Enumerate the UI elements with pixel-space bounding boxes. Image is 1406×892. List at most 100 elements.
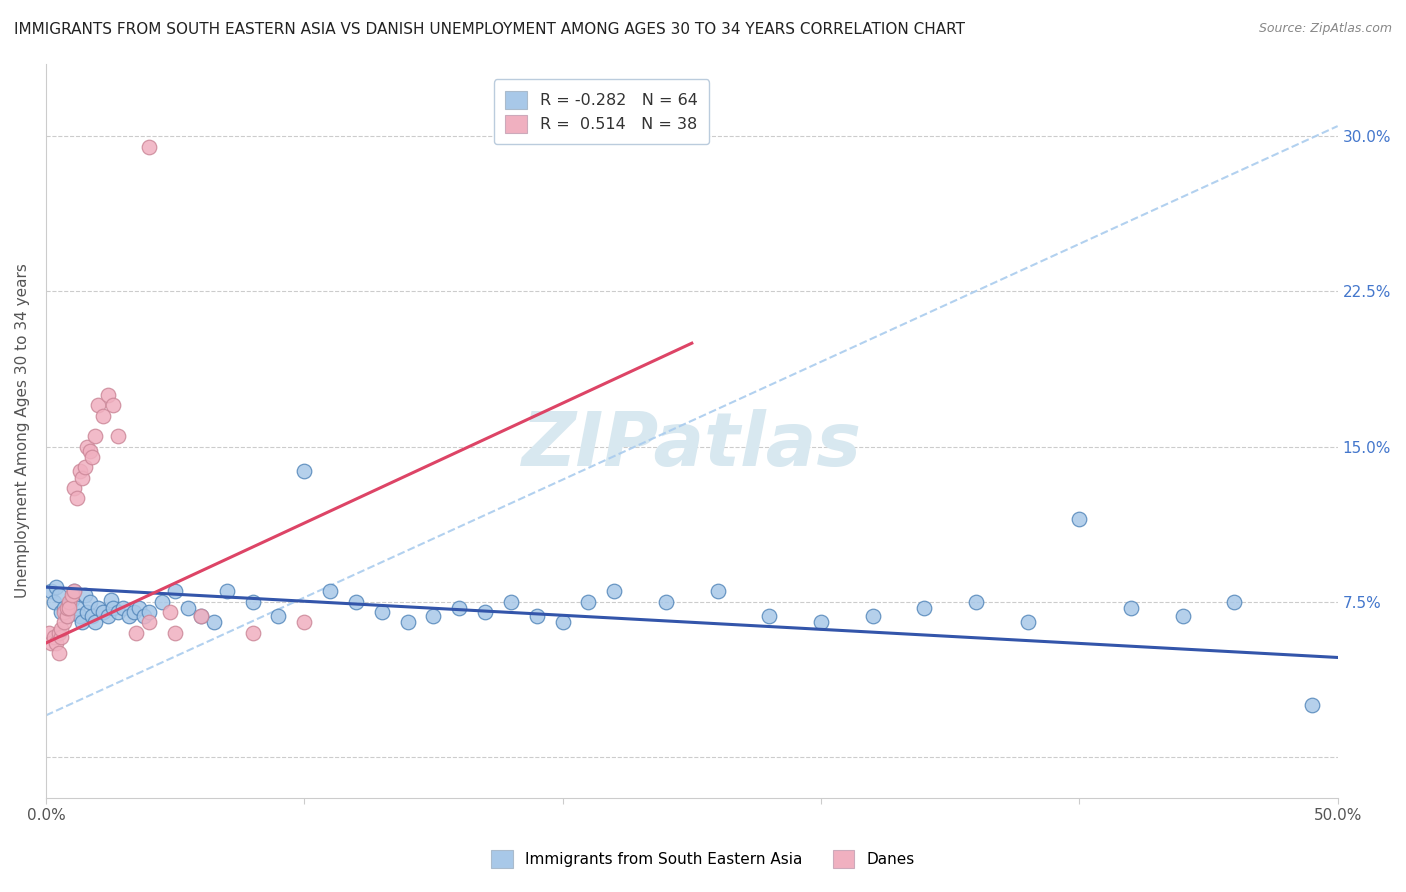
Point (165, 625, 187, 640)
Point (138, 140, 160, 154)
Point (150, 594, 173, 608)
Point (215, 584, 238, 599)
Point (39, 584, 62, 599)
Point (499, 594, 522, 608)
Point (53, 615, 76, 630)
Point (45, 580, 67, 594)
Point (125, 625, 148, 640)
Point (60, 592, 83, 607)
Point (55, 609, 77, 624)
Point (810, 615, 832, 630)
Point (1223, 594, 1246, 608)
Point (42, 594, 65, 608)
Point (107, 605, 129, 619)
Point (69, 609, 91, 624)
Point (48, 646, 70, 660)
Point (190, 609, 212, 624)
Point (84, 615, 107, 630)
Point (69, 464, 91, 478)
Point (344, 594, 367, 608)
Point (58, 600, 80, 615)
Point (965, 594, 987, 608)
Point (292, 615, 315, 630)
Point (55, 600, 77, 615)
Point (526, 609, 548, 624)
Point (84, 429, 107, 443)
Point (70, 470, 93, 484)
Point (82, 609, 104, 624)
Point (267, 609, 290, 624)
Point (202, 615, 225, 630)
Point (165, 584, 187, 599)
Point (100, 592, 122, 607)
Point (655, 594, 678, 608)
Point (1119, 600, 1142, 615)
Point (101, 398, 124, 412)
Point (706, 584, 728, 599)
Point (39, 636, 62, 650)
Point (138, 615, 160, 630)
Point (1301, 698, 1323, 712)
Legend: R = -0.282   N = 64, R =  0.514   N = 38: R = -0.282 N = 64, R = 0.514 N = 38 (494, 79, 709, 145)
Point (551, 615, 574, 630)
Point (58, 594, 80, 608)
Point (134, 609, 156, 624)
Point (97, 388, 120, 402)
Point (63, 584, 86, 599)
Point (70, 615, 93, 630)
Point (912, 600, 935, 615)
Point (66, 491, 89, 506)
Point (177, 600, 200, 615)
Point (79, 594, 101, 608)
Text: IMMIGRANTS FROM SOUTH EASTERN ASIA VS DANISH UNEMPLOYMENT AMONG AGES 30 TO 34 YE: IMMIGRANTS FROM SOUTH EASTERN ASIA VS DA… (14, 22, 965, 37)
Point (862, 609, 884, 624)
Point (758, 609, 780, 624)
Point (1017, 615, 1039, 630)
Point (51, 630, 73, 644)
Point (86, 398, 108, 412)
Point (66, 600, 89, 615)
Point (53, 600, 76, 615)
Point (449, 600, 471, 615)
Point (117, 609, 139, 624)
Point (190, 609, 212, 624)
Point (53, 605, 76, 619)
Point (578, 594, 600, 608)
Point (48, 625, 70, 640)
Point (51, 622, 73, 636)
Point (91, 605, 114, 619)
Point (319, 584, 342, 599)
Point (107, 429, 129, 443)
Point (112, 600, 135, 615)
Point (138, 605, 160, 619)
Point (101, 600, 124, 615)
Point (63, 481, 86, 495)
Point (55, 609, 77, 624)
Point (45, 636, 67, 650)
Point (242, 625, 264, 640)
Point (48, 589, 70, 603)
Point (82, 450, 104, 464)
Point (91, 409, 114, 423)
Point (474, 605, 496, 619)
Point (63, 584, 86, 599)
Point (122, 605, 145, 619)
Point (422, 609, 444, 624)
Point (396, 615, 419, 630)
Text: ZIPatlas: ZIPatlas (522, 409, 862, 483)
Point (1069, 512, 1091, 526)
Point (603, 584, 626, 599)
Point (1171, 609, 1194, 624)
Point (292, 464, 315, 478)
Point (97, 609, 120, 624)
Point (86, 600, 108, 615)
Point (60, 589, 83, 603)
Legend: Immigrants from South Eastern Asia, Danes: Immigrants from South Eastern Asia, Dane… (484, 843, 922, 875)
Point (73, 460, 96, 475)
Point (73, 589, 96, 603)
Point (38, 625, 60, 640)
Y-axis label: Unemployment Among Ages 30 to 34 years: Unemployment Among Ages 30 to 34 years (15, 264, 30, 599)
Point (76, 605, 98, 619)
Point (159, 605, 181, 619)
Point (51, 605, 73, 619)
